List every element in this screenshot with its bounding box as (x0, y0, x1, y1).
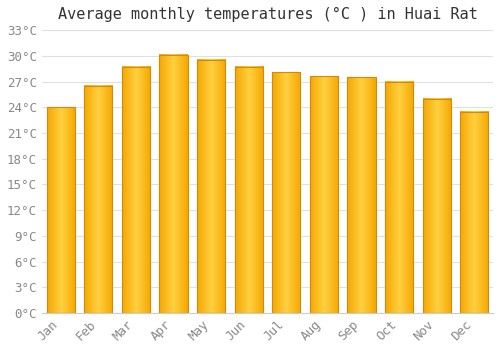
Bar (160, 55, 188, 313)
Bar (422, 99, 451, 313)
Bar (46, 107, 74, 313)
Bar (234, 67, 262, 313)
Bar (310, 76, 338, 313)
Bar (460, 112, 488, 313)
Bar (272, 72, 300, 313)
Bar (197, 60, 225, 313)
Bar (385, 82, 413, 313)
Bar (122, 67, 150, 313)
Title: Average monthly temperatures (°C ) in Huai Rat: Average monthly temperatures (°C ) in Hu… (58, 7, 478, 22)
Bar (348, 77, 376, 313)
Bar (84, 86, 112, 313)
